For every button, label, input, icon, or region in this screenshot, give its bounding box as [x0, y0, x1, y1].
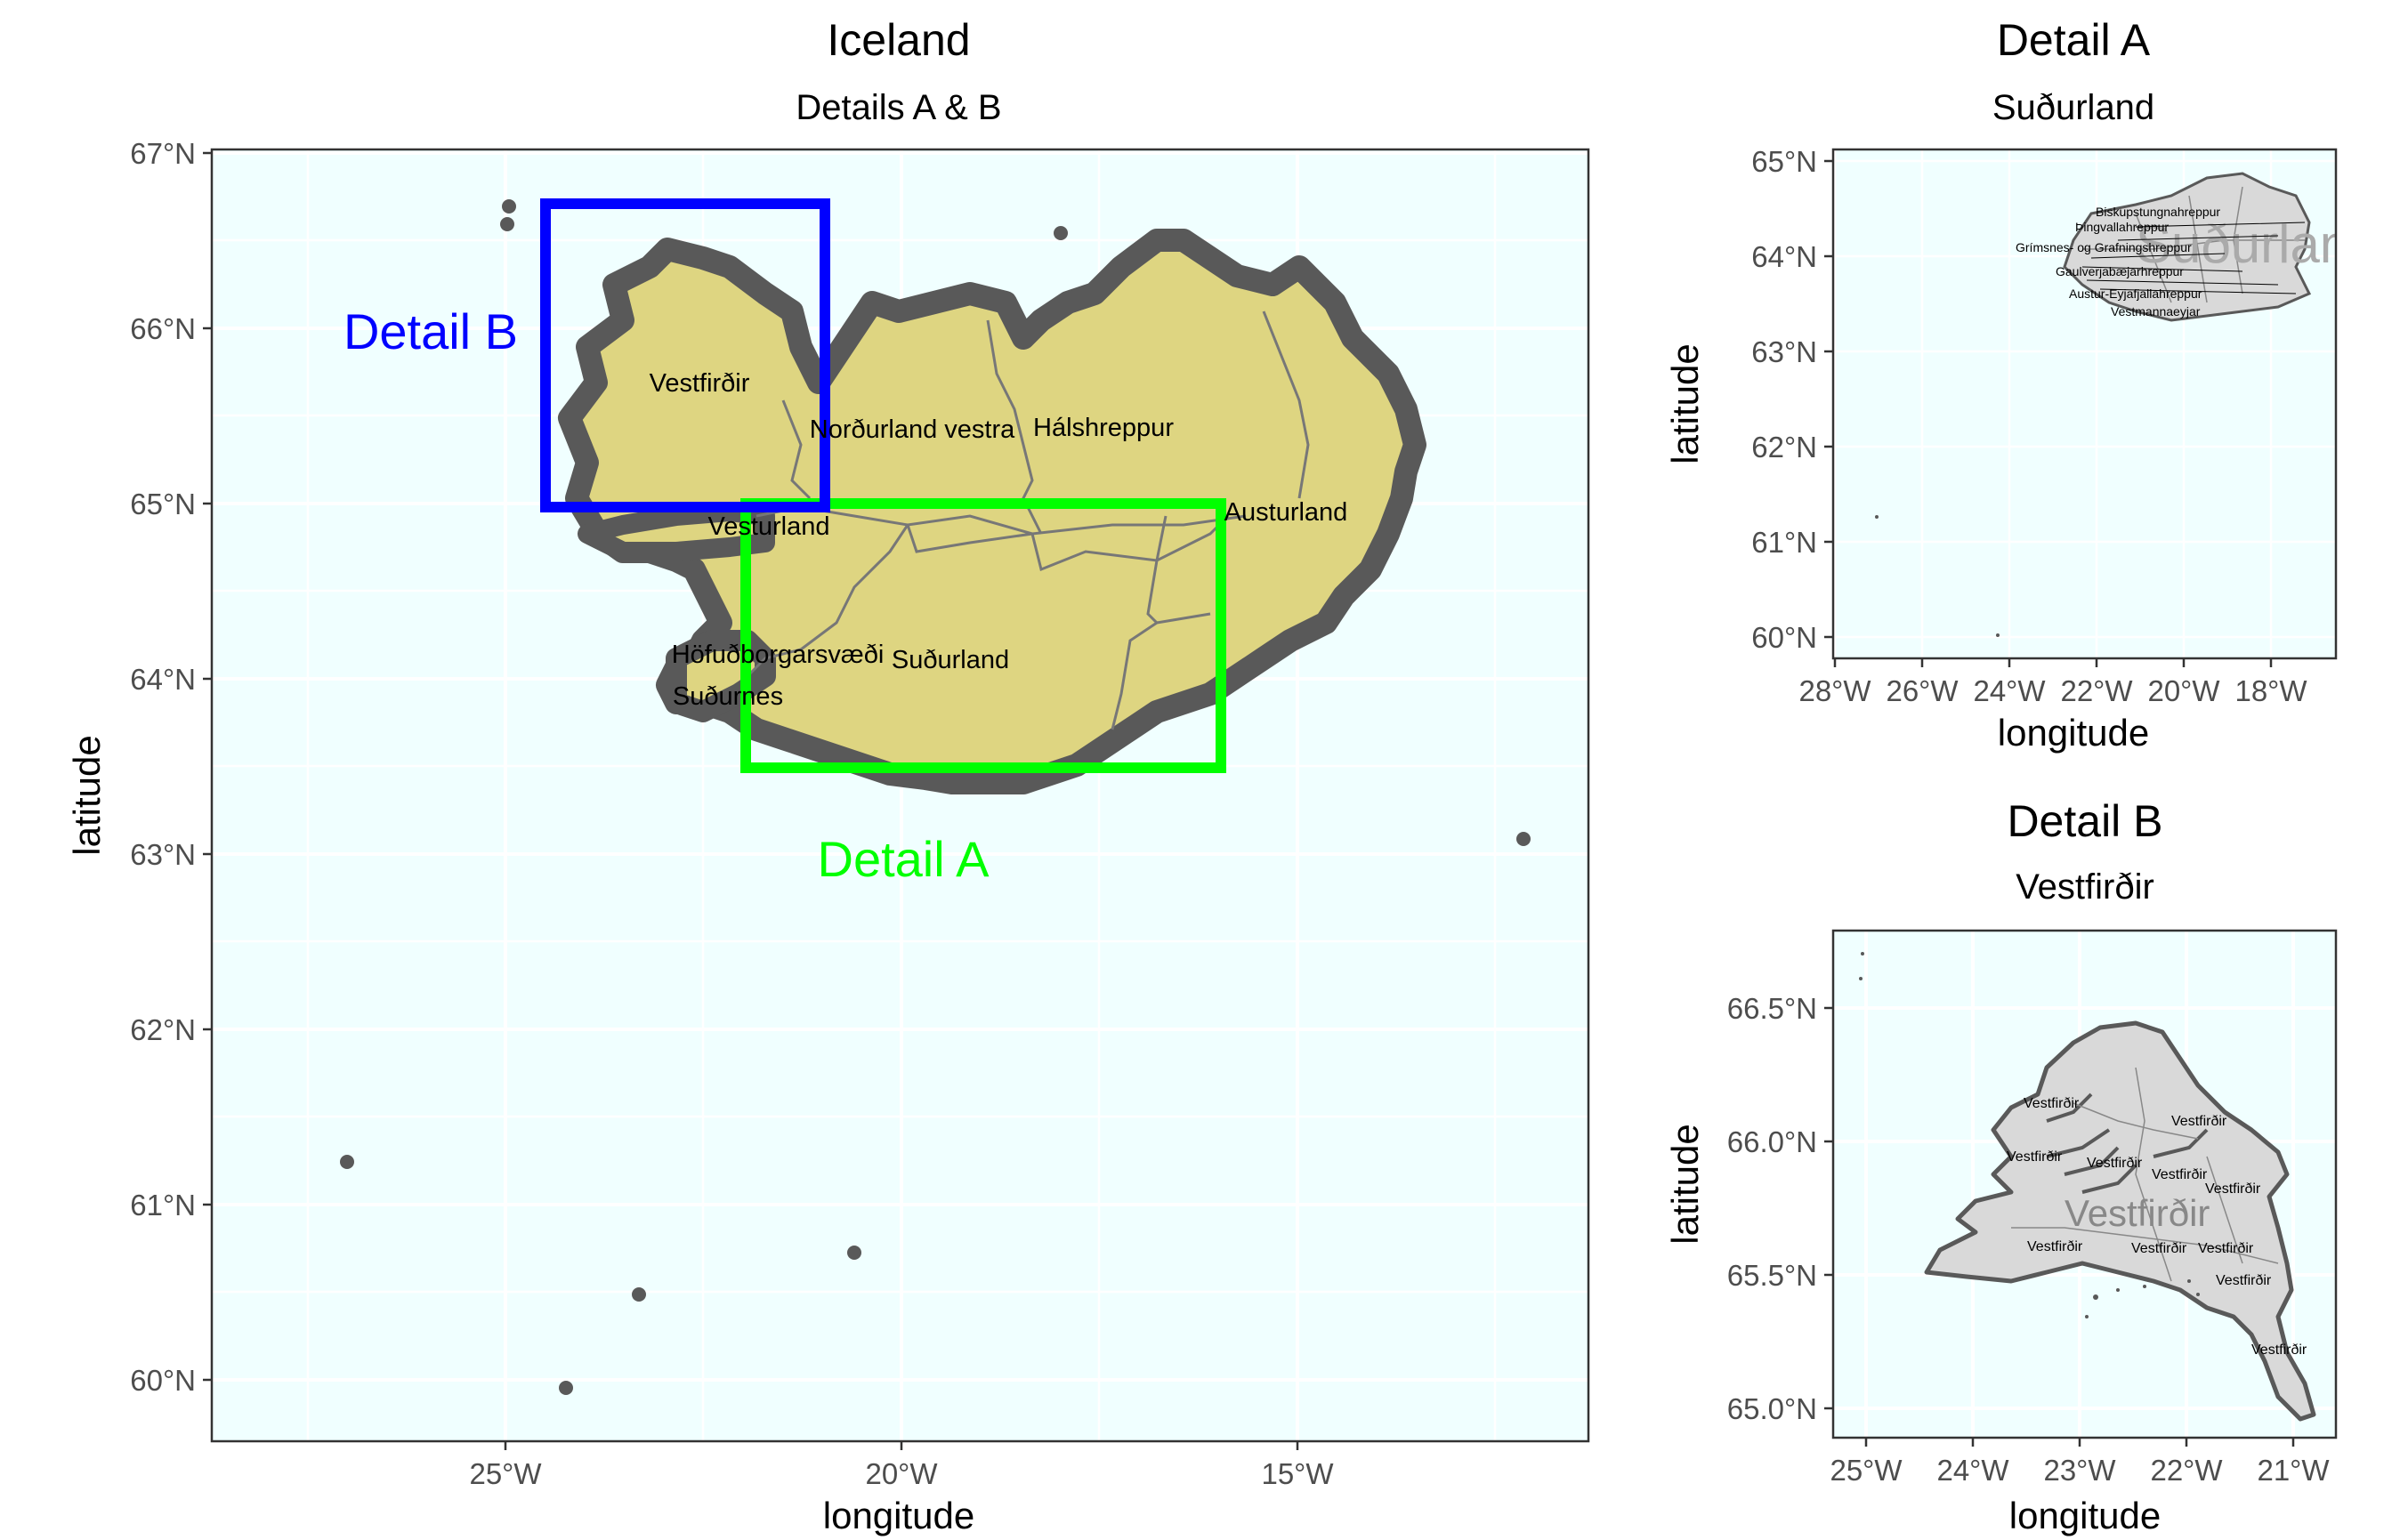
vestfirdir-boundaries [2011, 1067, 2279, 1282]
region-label-sudurland: Suðurland [892, 646, 1009, 674]
detail-a-small-islands [1875, 515, 2000, 637]
main-y-tick-label: 63°N [130, 838, 196, 871]
detail-a-y-tick-label: 60°N [1751, 621, 1817, 654]
detail-b-x-ticks [1864, 1438, 2295, 1447]
main-x-tick-label: 25°W [469, 1457, 542, 1490]
main-y-tick-label: 67°N [130, 137, 196, 170]
island-points [340, 199, 1531, 1395]
main-y-tick-label: 61°N [130, 1189, 196, 1222]
region-label-sudurnes: Suðurnes [673, 682, 783, 711]
main-y-tick-label: 66°N [130, 312, 196, 345]
main-x-tick-label: 15°W [1261, 1457, 1334, 1490]
detail-a-y-ticks [1824, 159, 1833, 639]
detail-b-y-tick-label: 65.0°N [1727, 1392, 1817, 1425]
iceland-landmass [570, 240, 1415, 783]
municipality-label: Vestmannaeyjar [2111, 304, 2201, 318]
main-y-tick-label: 64°N [130, 663, 196, 696]
detail-b-x-tick-label: 23°W [2043, 1454, 2116, 1487]
municipality-label: Vestfirðir [2198, 1241, 2254, 1256]
detail-a-title: Detail A [1997, 15, 2151, 65]
detail-a-map-label: Detail A [818, 831, 990, 887]
detail-a-label-cluster [2081, 222, 2306, 294]
main-y-tick-label: 65°N [130, 488, 196, 520]
detail-a-x-axis-title: longitude [1998, 712, 2149, 754]
main-y-tick-label: 62°N [130, 1013, 196, 1046]
detail-b-subtitle: Vestfirðir [2016, 867, 2154, 907]
municipality-label: Vestfirðir [2216, 1273, 2272, 1288]
detail-a-subtitle: Suðurland [1992, 88, 2154, 127]
detail-a-x-tick-label: 20°W [2147, 674, 2220, 707]
region-label-nordurland-vestra: Norðurland vestra [810, 415, 1015, 444]
detail-a-y-tick-label: 65°N [1751, 145, 1817, 178]
detail-b-x-tick-label: 25°W [1830, 1454, 1903, 1487]
main-panel-border [210, 148, 1590, 1443]
municipality-label: Vestfirðir [2131, 1241, 2187, 1256]
detail-a-x-tick-label: 26°W [1886, 674, 1959, 707]
detail-b-x-axis-title: longitude [2009, 1495, 2161, 1536]
snaefellsnes-coastline [578, 502, 775, 561]
detail-a-y-tick-label: 64°N [1751, 240, 1817, 273]
vestfirdir-shape [1924, 1020, 2316, 1422]
municipality-label: Vestfirðir [2027, 1239, 2083, 1254]
sudurland-municipality-lines [2082, 186, 2305, 303]
region-label-austurland: Austurland [1224, 498, 1348, 527]
municipality-label: Biskupstungnahreppur [2096, 205, 2220, 219]
municipality-label: Vestfirðir [2007, 1149, 2063, 1165]
municipality-label: Austur-Eyjafjallahreppur [2069, 286, 2202, 301]
vestfirdir-fjords [2046, 1093, 2209, 1194]
municipality-label: Vestfirðir [2087, 1156, 2143, 1171]
detail-b-panel-border [1831, 929, 2338, 1439]
municipality-label: Vestfirðir [2251, 1342, 2307, 1358]
detail-b-y-axis-title: latitude [1664, 1124, 1706, 1244]
region-label-vestfirdir: Vestfirðir [650, 369, 750, 398]
municipality-label: Þingvallahreppur [2075, 220, 2169, 234]
detail-a-x-tick-label: 28°W [1798, 674, 1871, 707]
municipality-label: Grímsnes- og Grafningshreppur [2016, 240, 2192, 254]
detail-b-x-tick-label: 24°W [1936, 1454, 2009, 1487]
detail-b-map-label: Detail B [343, 303, 518, 359]
detail-a-y-tick-label: 62°N [1751, 431, 1817, 464]
main-x-tick-label: 20°W [865, 1457, 938, 1490]
main-y-ticks [203, 151, 212, 1382]
detail-b-x-tick-label: 21°W [2257, 1454, 2330, 1487]
region-label-hofudborgarsvaedi: Höfuðborgarsvæði [672, 641, 885, 669]
detail-a-y-axis-title: latitude [1664, 343, 1706, 464]
detail-a-x-tick-label: 22°W [2060, 674, 2133, 707]
detail-b-box [540, 198, 830, 512]
detail-a-x-tick-label: 24°W [1973, 674, 2046, 707]
detail-b-y-ticks [1824, 1006, 1833, 1410]
municipality-label: Vestfirðir [2171, 1114, 2227, 1129]
main-subtitle: Details A & B [796, 88, 1001, 127]
main-y-tick-label: 60°N [130, 1364, 196, 1397]
municipality-label: Vestfirðir [2205, 1181, 2261, 1197]
detail-a-y-tick-label: 63°N [1751, 335, 1817, 368]
main-x-ticks [504, 1441, 1299, 1450]
detail-b-x-tick-label: 22°W [2150, 1454, 2223, 1487]
main-y-axis-title: latitude [66, 735, 108, 855]
main-x-axis-title: longitude [823, 1495, 974, 1536]
municipality-label: Gaulverjabæjarhreppur [2056, 264, 2184, 278]
region-label-halshreppur: Hálshreppur [1033, 414, 1174, 442]
region-label-vesturland: Vesturland [707, 512, 829, 541]
main-title: Iceland [827, 15, 970, 65]
detail-a-y-tick-label: 61°N [1751, 526, 1817, 559]
detail-b-y-tick-label: 65.5°N [1727, 1259, 1817, 1292]
detail-a-box [740, 498, 1226, 773]
vestfirdir-watermark: Vestfirðir [2065, 1192, 2210, 1234]
detail-a-x-ticks [1833, 658, 2273, 667]
detail-b-y-tick-label: 66.0°N [1727, 1125, 1817, 1158]
detail-b-title: Detail B [2007, 796, 2162, 846]
detail-a-x-tick-label: 18°W [2234, 674, 2307, 707]
detail-b-y-tick-label: 66.5°N [1727, 992, 1817, 1025]
region-boundaries [746, 310, 1310, 730]
vestfirdir-small-islands [1859, 952, 2200, 1318]
detail-a-panel-border [1831, 148, 2338, 660]
municipality-label: Vestfirðir [2152, 1167, 2208, 1182]
municipality-label: Vestfirðir [2024, 1096, 2080, 1111]
